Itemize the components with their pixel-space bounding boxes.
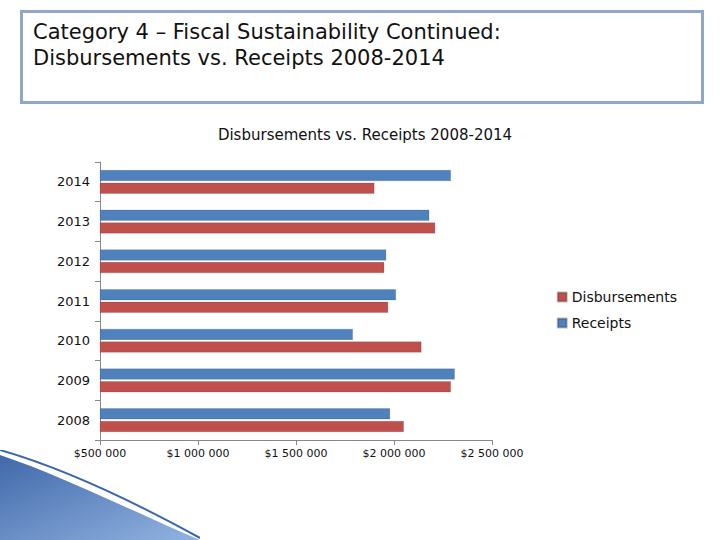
svg-text:2012: 2012 xyxy=(57,254,90,269)
svg-text:2009: 2009 xyxy=(57,373,90,388)
html-text:Disbursements vs. Receipts 200: Disbursements vs. Receipts 2008-2014 xyxy=(33,46,445,70)
svg-text:2008: 2008 xyxy=(57,413,90,428)
svg-text:$2 500 000: $2 500 000 xyxy=(461,447,524,460)
svg-text:Disbursements vs. Receipts 200: Disbursements vs. Receipts 2008-2014 xyxy=(218,126,512,144)
svg-text:2010: 2010 xyxy=(57,333,90,348)
svg-text:$2 000 000: $2 000 000 xyxy=(363,447,426,460)
svg-text:$500 000: $500 000 xyxy=(74,447,127,460)
svg-text:$1 500 000: $1 500 000 xyxy=(265,447,328,460)
svg-text:Receipts: Receipts xyxy=(572,315,632,331)
html-text:Category 4 – Fiscal Sustainabi: Category 4 – Fiscal Sustainability Conti… xyxy=(33,20,501,44)
svg-text:$1 000 000: $1 000 000 xyxy=(167,447,230,460)
svg-text:2013: 2013 xyxy=(57,214,90,229)
svg-text:Disbursements: Disbursements xyxy=(572,289,677,305)
svg-text:2011: 2011 xyxy=(57,294,90,309)
svg-text:2014: 2014 xyxy=(57,174,90,189)
